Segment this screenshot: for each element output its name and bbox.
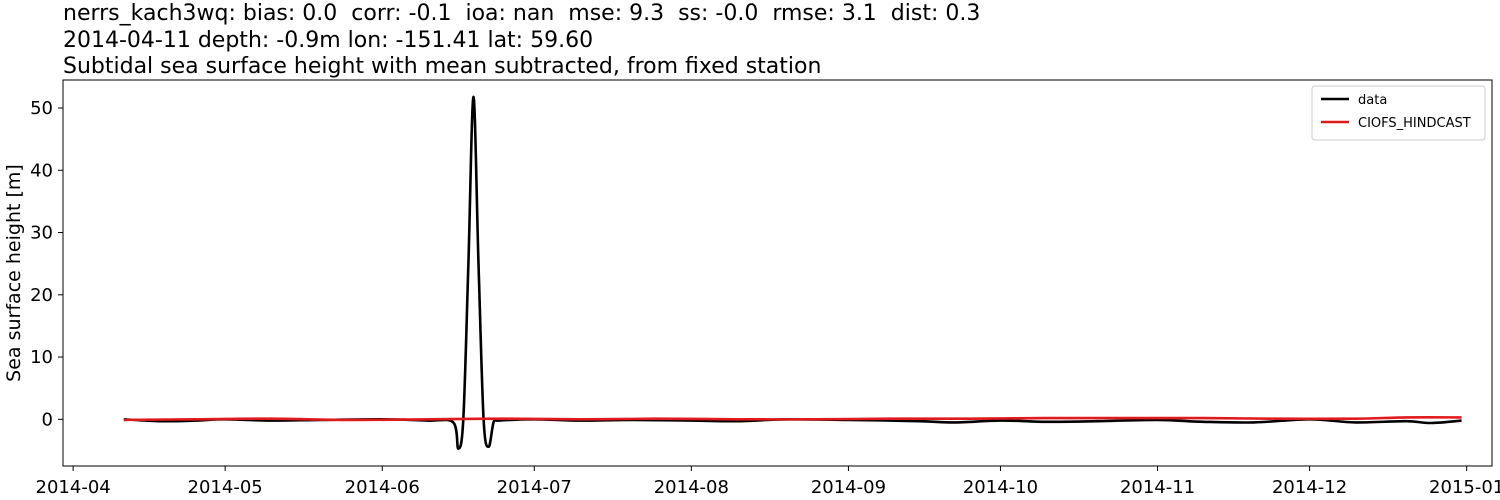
x-tick-label: 2014-05 <box>188 477 263 498</box>
y-tick-label: 30 <box>30 223 53 244</box>
x-tick-label: 2014-10 <box>963 477 1038 498</box>
axes: 2014-04 2014-05 2014-06 2014-07 2014-08 2014-… <box>3 79 1500 498</box>
x-tick-label: 2015-01 <box>1429 477 1500 498</box>
series-line-0 <box>123 95 1462 450</box>
plot-frame <box>62 79 1493 467</box>
y-axis-label: Sea surface height [m] <box>3 164 25 382</box>
x-tick-label: 2014-08 <box>654 477 729 498</box>
legend-label: data <box>1358 93 1387 108</box>
y-tick-label: 20 <box>30 285 53 306</box>
chart-title-station: 2014-04-11 depth: -0.9m lon: -151.41 lat… <box>63 28 594 53</box>
y-tick-label: 10 <box>30 347 53 368</box>
y-tick-label: 40 <box>30 160 53 181</box>
y-tick-label: 50 <box>30 98 53 119</box>
x-tick-label: 2014-11 <box>1120 477 1195 498</box>
legend-label: CIOFS_HINDCAST <box>1358 116 1471 131</box>
plot-area <box>123 95 1462 450</box>
legend: data CIOFS_HINDCAST <box>1311 85 1486 141</box>
y-tick-label: 0 <box>42 409 53 430</box>
chart-title-stats: nerrs_kach3wq: bias: 0.0 corr: -0.1 ioa:… <box>63 1 981 26</box>
x-tick-label: 2014-12 <box>1272 477 1347 498</box>
x-tick-label: 2014-06 <box>345 477 420 498</box>
legend-box <box>1311 85 1486 141</box>
x-tick-label: 2014-04 <box>36 477 111 498</box>
x-tick-label: 2014-07 <box>497 477 572 498</box>
chart-title: Subtidal sea surface height with mean su… <box>63 54 822 79</box>
x-tick-label: 2014-09 <box>811 477 886 498</box>
series-line-1 <box>123 416 1462 422</box>
